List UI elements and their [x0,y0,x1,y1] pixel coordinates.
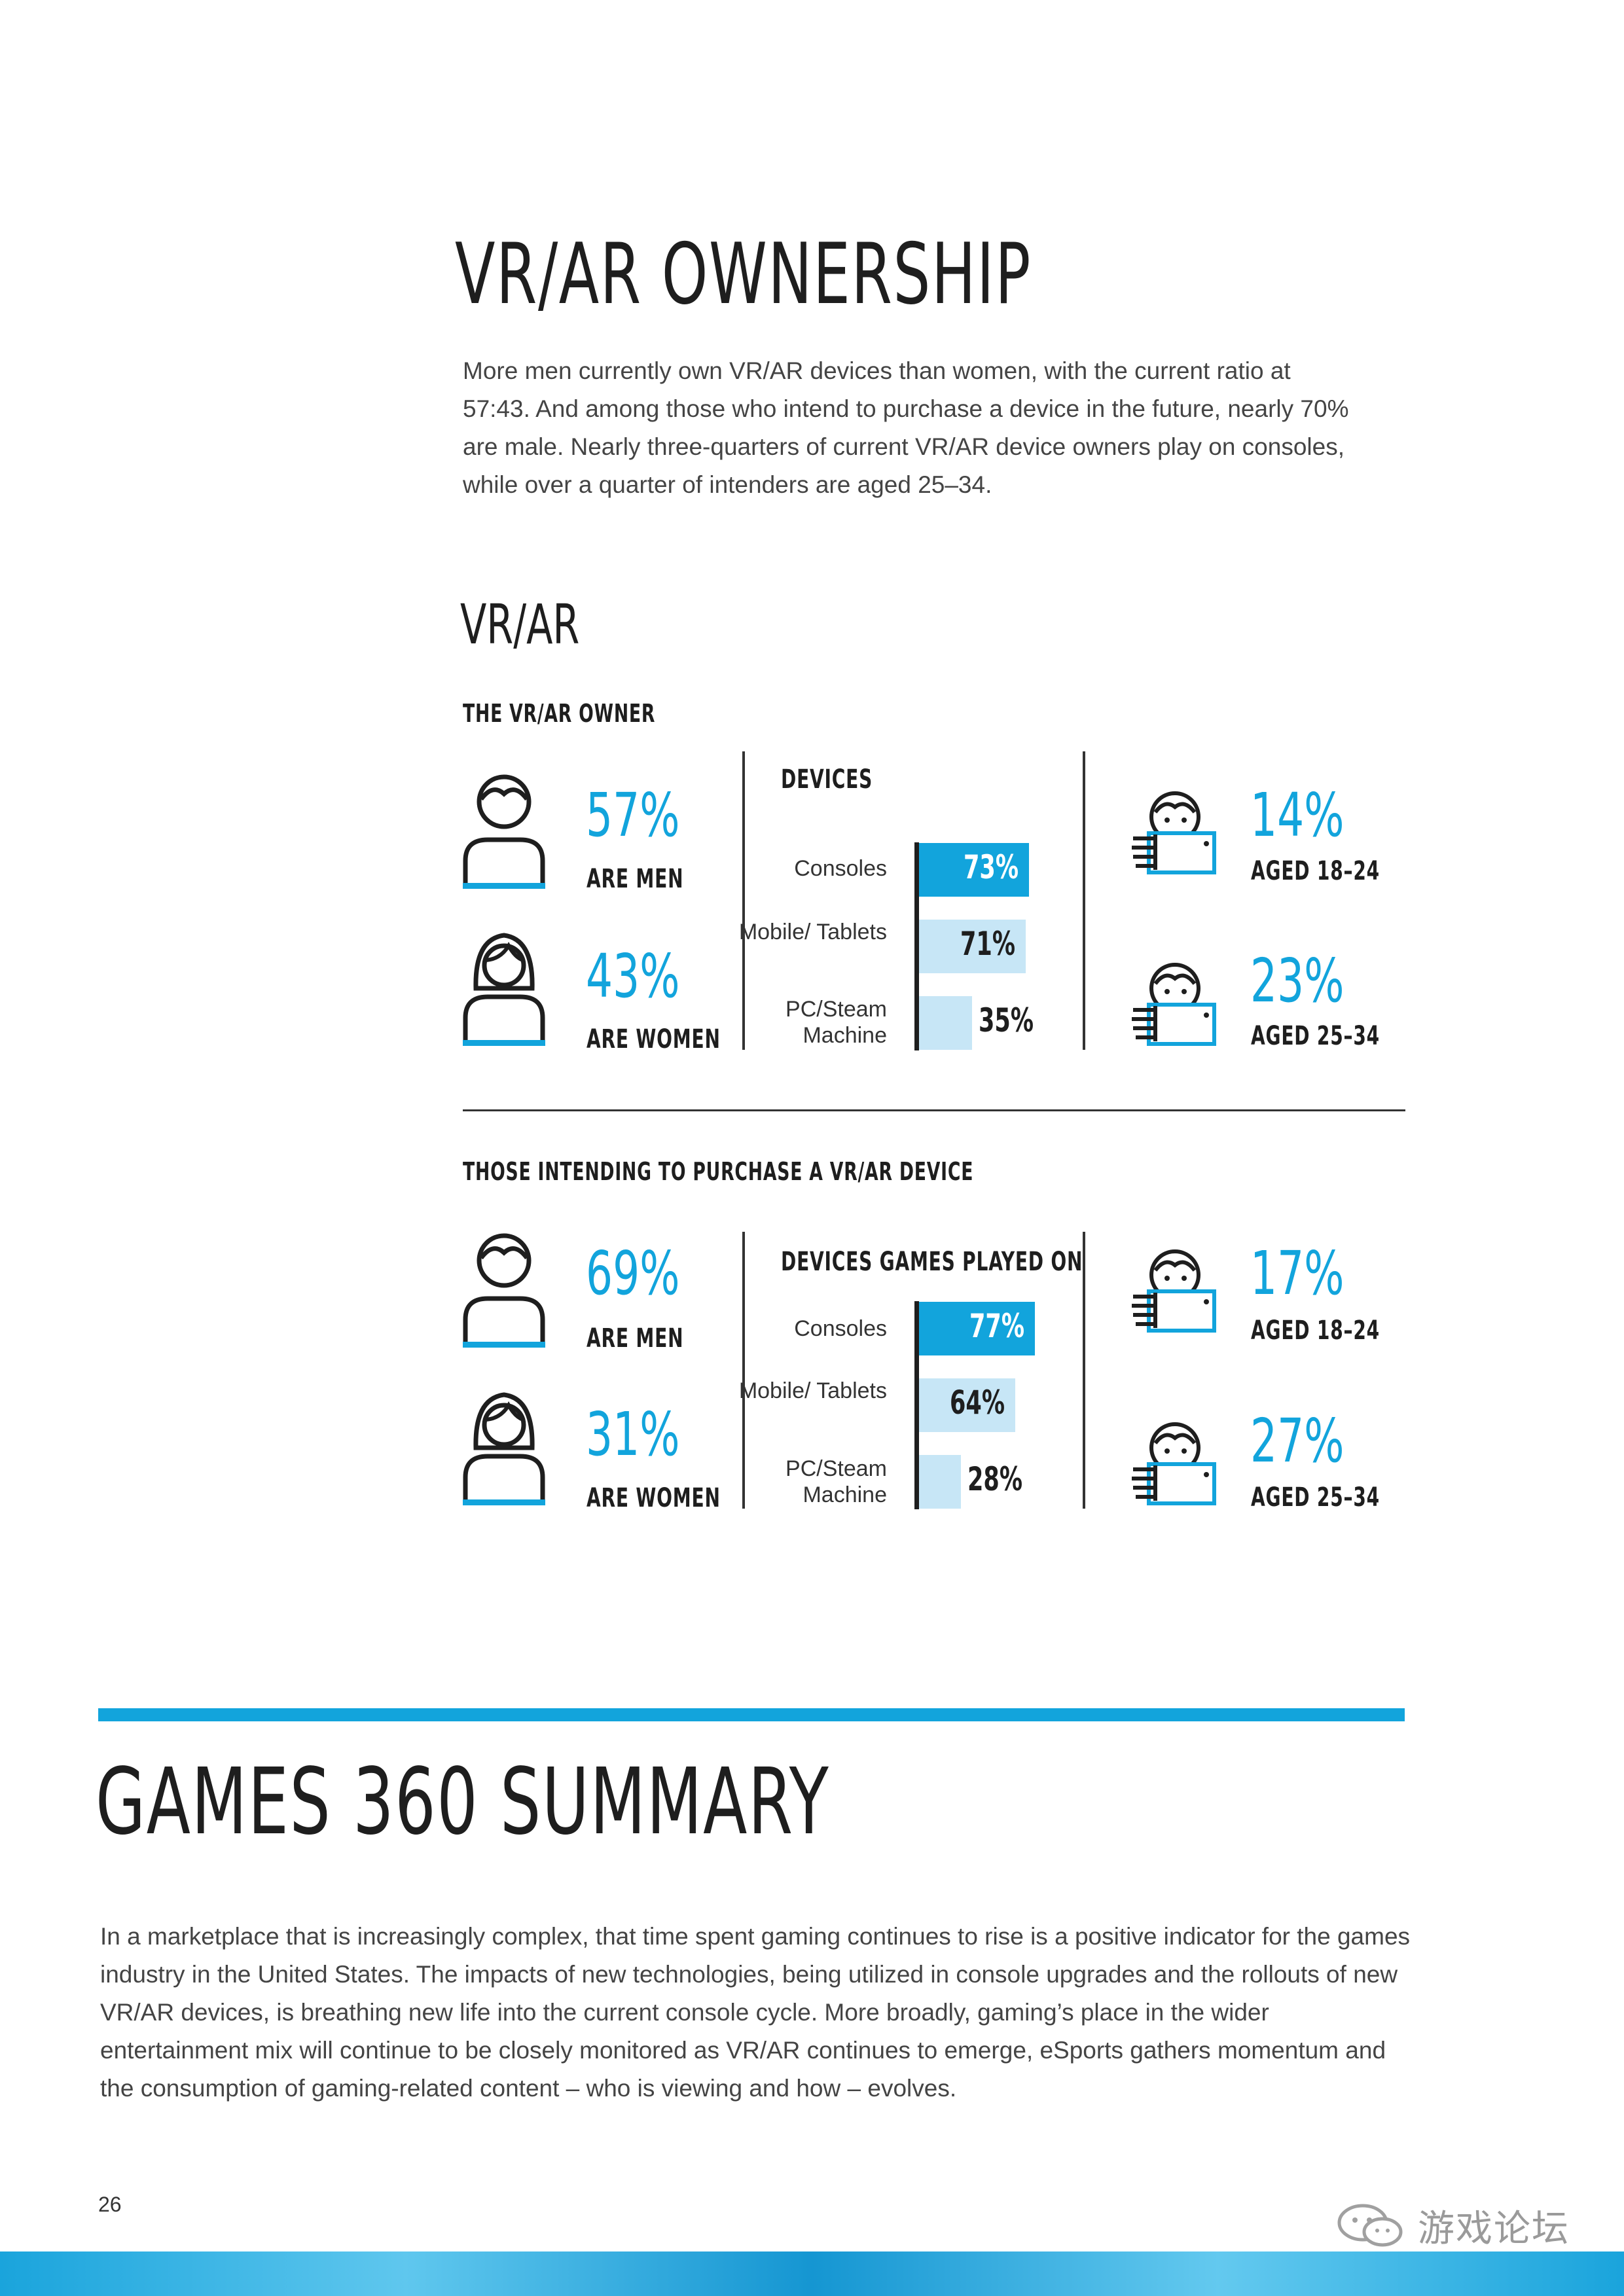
man-icon [461,769,547,893]
intenders-bar [919,1302,1036,1355]
intenders-age2-label: AGED 25–34 [1251,1482,1380,1513]
column-divider [1083,751,1085,1050]
woman-icon [461,926,547,1050]
owner-age2-label: AGED 25–34 [1251,1021,1380,1051]
column-divider [742,751,745,1050]
intenders-bar [919,1378,1016,1432]
section-divider [463,1109,1405,1111]
gamer-icon [1129,787,1221,879]
owner-age1-percent: 14% [1250,780,1344,850]
gamer-icon [1129,1246,1221,1337]
owner-bar-value: 71% [960,925,1016,963]
summary-rule [98,1708,1405,1721]
owner-bar [919,920,1026,973]
decorative-band [0,2251,1624,2296]
owner-bar-value: 35% [978,1001,1034,1039]
owner-women-percent: 43% [586,941,680,1011]
intenders-age1-label: AGED 18–24 [1251,1316,1380,1346]
intenders-bar-value: 77% [969,1307,1025,1345]
summary-paragraph: In a marketplace that is increasingly co… [100,1923,1411,2102]
intenders-women-percent: 31% [586,1399,680,1469]
page-title: VR/AR OWNERSHIP [455,226,1032,323]
watermark-text: 游戏论坛 [1418,2208,1570,2249]
intenders-heading: THOSE INTENDING TO PURCHASE A VR/AR DEVI… [463,1157,974,1186]
owner-devices-heading: DEVICES [781,764,873,795]
intenders-men-percent: 69% [586,1238,680,1308]
intenders-device-label: Consoles [794,1316,887,1341]
column-divider [742,1232,745,1509]
gamer-icon [1129,959,1221,1050]
intenders-device-label: Mobile/ Tablets [738,1378,887,1403]
chart-axis [914,1301,919,1509]
owner-age2-percent: 23% [1250,946,1344,1016]
owner-device-label: Mobile/ Tablets [738,920,887,944]
intenders-men-label: ARE MEN [586,1323,684,1354]
owner-men-percent: 57% [586,780,680,850]
page-number: 26 [98,2193,122,2216]
intenders-bar [919,1455,962,1509]
owner-men-label: ARE MEN [586,864,684,894]
intenders-bar-value: 28% [967,1460,1023,1498]
woman-icon [461,1386,547,1510]
wechat-icon [1337,2204,1403,2246]
owner-women-label: ARE WOMEN [586,1024,721,1054]
intenders-women-label: ARE WOMEN [586,1483,721,1513]
intenders-device-label: PC/Steam Machine [785,1456,887,1507]
man-icon [461,1228,547,1352]
owner-device-label: Consoles [794,856,887,881]
owner-heading: THE VR/AR OWNER [463,699,656,728]
summary-title: GAMES 360 SUMMARY [96,1749,830,1856]
chart-axis [914,842,919,1050]
section-title: VR/AR [460,592,580,656]
gamer-icon [1129,1418,1221,1510]
owner-bar-value: 73% [963,848,1019,886]
intenders-bar-value: 64% [950,1384,1005,1422]
intenders-age2-percent: 27% [1250,1406,1344,1476]
watermark: 游戏论坛 [1335,2199,1570,2252]
owner-device-label: PC/Steam Machine [785,997,887,1048]
intenders-age1-percent: 17% [1250,1238,1344,1308]
owner-age1-label: AGED 18–24 [1251,856,1380,886]
column-divider [1083,1232,1085,1509]
owner-bar [919,843,1029,897]
owner-bar [919,996,972,1050]
intro-paragraph: More men currently own VR/AR devices tha… [463,357,1349,498]
intenders-devices-heading: DEVICES GAMES PLAYED ON [781,1247,1083,1277]
